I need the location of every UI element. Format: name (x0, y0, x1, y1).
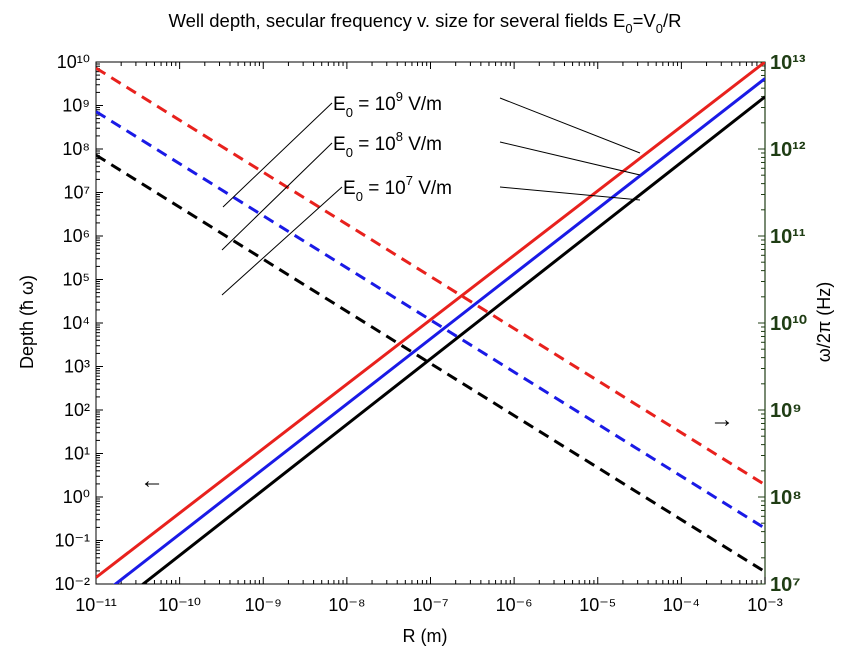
x-tick-label: 10⁻¹⁰ (158, 595, 201, 615)
right-axis-arrow: → (710, 406, 734, 433)
leader-line-right (499, 141, 641, 176)
field-label: E0 = 108 V/m (333, 129, 442, 160)
y-axis-right-label: ω/2π (Hz) (814, 282, 834, 362)
frequency-line-red (96, 66, 765, 487)
y-left-tick-label: 10⁻² (54, 574, 90, 594)
y-left-tick-label: 10⁶ (63, 226, 90, 246)
depth-line-red (96, 62, 765, 579)
field-label: E0 = 107 V/m (343, 173, 452, 204)
frequency-line-blue (96, 110, 765, 530)
y-left-tick-label: 10¹ (64, 444, 90, 464)
y-left-tick-label: 10⁴ (62, 313, 90, 333)
x-tick-label: 10⁻³ (747, 595, 783, 615)
x-tick-label: 10⁻⁹ (245, 595, 282, 615)
annotations: E0 = 109 V/m E0 = 108 V/m E0 = 107 V/m ← → (140, 89, 734, 494)
y-right-tick-label: 10¹³ (770, 52, 806, 74)
x-tick-label: 10⁻⁸ (328, 595, 365, 615)
leader-line-left (221, 186, 343, 296)
y-right-tick-label: 10⁷ (770, 574, 801, 596)
y-left-tick-label: 10⁵ (63, 270, 90, 290)
y-left-tick-label: 10⁹ (62, 96, 90, 116)
y-left-tick-label: 10² (64, 400, 90, 420)
x-tick-label: 10⁻¹¹ (75, 595, 117, 615)
y-right-tick-label: 10¹¹ (770, 226, 806, 248)
leader-line-right (499, 97, 641, 154)
leader-line-right (499, 186, 641, 201)
y-axis-left-label: Depth (ħ ω) (17, 275, 37, 369)
x-axis-label: R (m) (403, 626, 448, 646)
frequency-line-black (96, 153, 765, 574)
depth-line-black (140, 95, 765, 584)
y-left-tick-label: 10⁸ (62, 139, 90, 159)
left-axis-arrow: ← (140, 467, 164, 494)
leader-line-left (222, 102, 333, 208)
y-right-tick-label: 10⁹ (770, 400, 802, 422)
y-right-tick-label: 10¹² (770, 139, 806, 161)
y-right-tick-label: 10⁸ (770, 487, 802, 509)
y-left-tick-label: 10⁻¹ (54, 531, 90, 551)
field-label: E0 = 109 V/m (333, 89, 442, 120)
y-left-tick-label: 10⁷ (63, 183, 90, 203)
leader-line-left (221, 142, 333, 251)
axis-ticks: 10⁻¹¹ 10⁻¹⁰ 10⁻⁹ 10⁻⁸ 10⁻⁷ 10⁻⁶ 10⁻⁵ 10⁻⁴ 10⁻³10… (54, 52, 806, 615)
depth-line-blue (113, 77, 765, 584)
x-tick-label: 10⁻⁵ (579, 595, 616, 615)
chart-title: Well depth, secular frequency v. size fo… (168, 10, 681, 36)
y-left-tick-label: 10¹⁰ (57, 52, 90, 72)
y-left-tick-label: 10⁰ (63, 487, 90, 507)
x-tick-label: 10⁻⁶ (496, 595, 533, 615)
x-tick-label: 10⁻⁴ (663, 595, 700, 615)
data-lines (96, 62, 765, 584)
y-left-tick-label: 10³ (64, 357, 90, 377)
y-right-tick-label: 10¹⁰ (770, 313, 807, 335)
x-tick-label: 10⁻⁷ (412, 595, 448, 615)
